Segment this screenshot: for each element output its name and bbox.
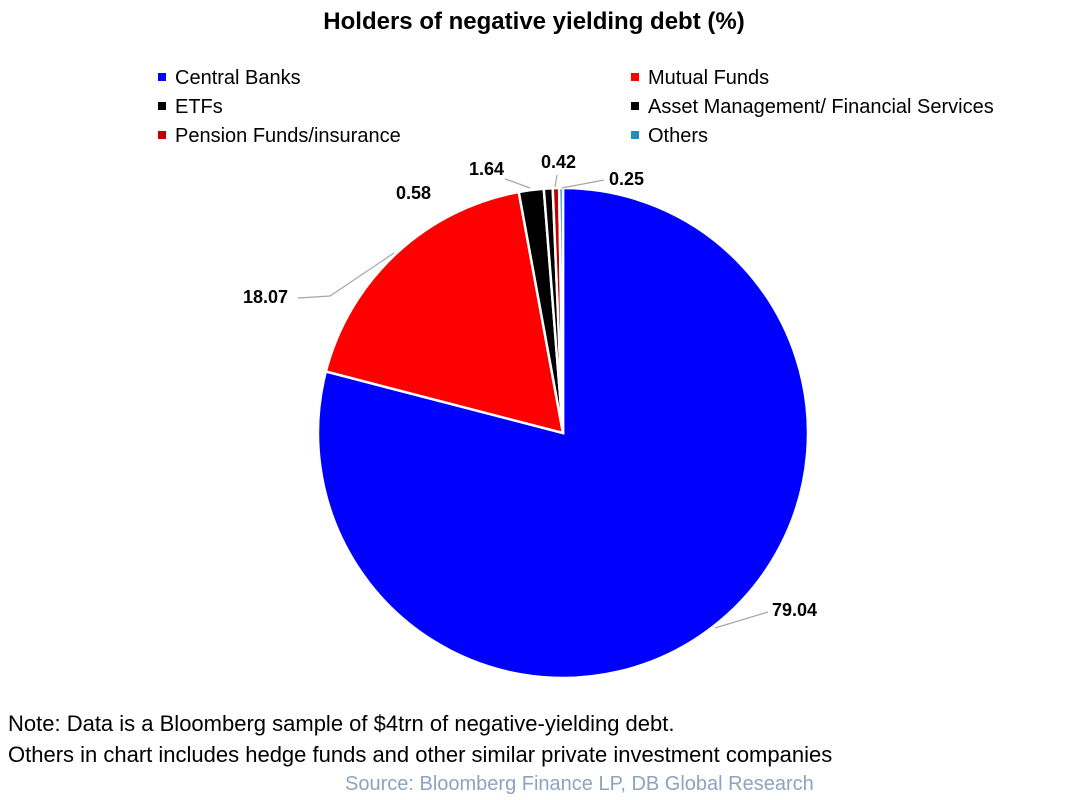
legend-label-pension-funds: Pension Funds/insurance bbox=[175, 125, 401, 147]
legend-label-central-banks: Central Banks bbox=[175, 67, 301, 89]
legend-label-asset-management: Asset Management/ Financial Services bbox=[648, 96, 994, 118]
legend-swatch-asset-management bbox=[631, 101, 639, 110]
chart-legend: Central Banks Mutual Funds ETFs Asset Ma… bbox=[0, 64, 1068, 154]
legend-item-central-banks: Central Banks bbox=[158, 64, 301, 92]
pie-slice-central-banks bbox=[316, 186, 810, 680]
data-label: 18.07 bbox=[243, 287, 288, 307]
data-label: 79.04 bbox=[772, 600, 817, 620]
leader-line bbox=[561, 179, 605, 189]
legend-swatch-others bbox=[631, 130, 639, 139]
legend-item-mutual-funds: Mutual Funds bbox=[631, 64, 769, 92]
chart-title: Holders of negative yielding debt (%) bbox=[323, 8, 745, 35]
leader-line bbox=[714, 611, 769, 629]
legend-item-others: Others bbox=[631, 122, 708, 150]
chart-note: Note: Data is a Bloomberg sample of $4tr… bbox=[8, 708, 832, 770]
legend-label-others: Others bbox=[648, 125, 709, 147]
leader-line bbox=[504, 178, 531, 189]
legend-label-mutual-funds: Mutual Funds bbox=[648, 67, 770, 89]
data-label: 0.25 bbox=[609, 169, 644, 189]
data-label: 1.64 bbox=[469, 159, 504, 179]
legend-item-etfs: ETFs bbox=[158, 93, 223, 121]
leader-line bbox=[554, 174, 558, 188]
legend-item-asset-management: Asset Management/ Financial Services bbox=[631, 93, 994, 121]
legend-swatch-mutual-funds bbox=[631, 72, 639, 81]
legend-swatch-pension-funds bbox=[158, 130, 166, 139]
chart-source: Source: Bloomberg Finance LP, DB Global … bbox=[345, 773, 814, 795]
pie-slice-mutual-funds bbox=[324, 190, 565, 435]
note-line-1: Note: Data is a Bloomberg sample of $4tr… bbox=[8, 711, 675, 736]
legend-label-etfs: ETFs bbox=[175, 96, 223, 118]
data-label: 0.58 bbox=[396, 183, 431, 203]
legend-swatch-etfs bbox=[158, 101, 166, 110]
note-line-2: Others in chart includes hedge funds and… bbox=[8, 742, 833, 767]
leader-line bbox=[297, 252, 395, 299]
legend-item-pension-funds: Pension Funds/insurance bbox=[158, 122, 401, 150]
pie-chart: 79.04 18.07 1.64 0.58 0.42 0.25 bbox=[243, 152, 817, 680]
data-label: 0.42 bbox=[541, 152, 576, 172]
legend-swatch-central-banks bbox=[158, 72, 166, 81]
